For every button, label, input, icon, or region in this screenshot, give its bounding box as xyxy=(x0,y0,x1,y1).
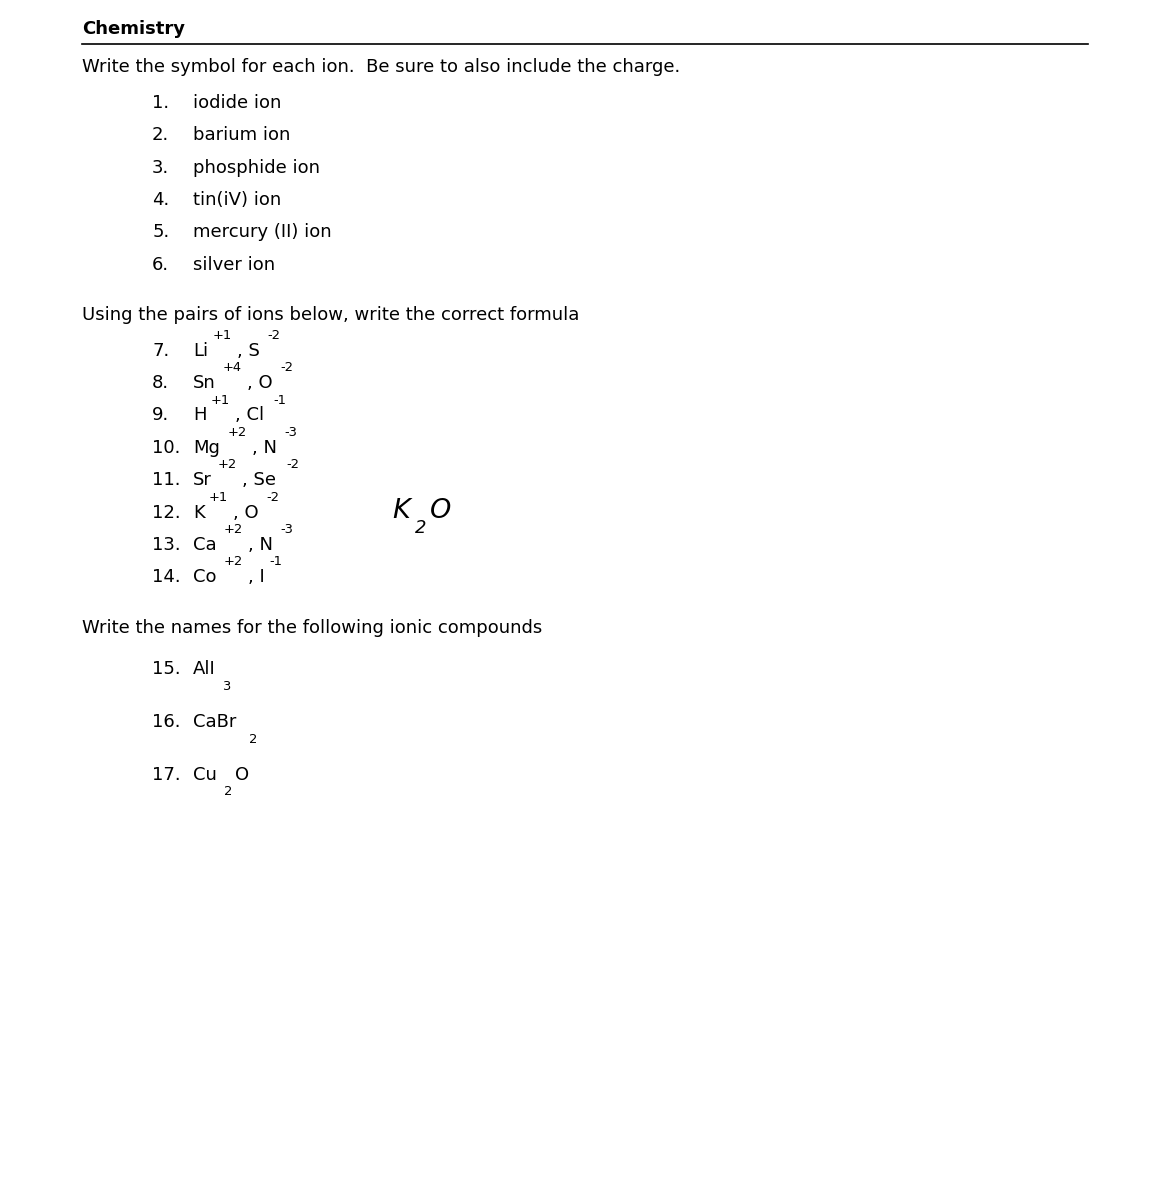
Text: O: O xyxy=(429,497,452,524)
Text: , O: , O xyxy=(247,374,273,392)
Text: 10.: 10. xyxy=(152,438,180,456)
Text: +2: +2 xyxy=(223,556,242,569)
Text: +2: +2 xyxy=(228,426,247,440)
Text: 16.: 16. xyxy=(152,713,180,731)
Text: silver ion: silver ion xyxy=(193,255,275,273)
Text: , N: , N xyxy=(253,438,277,456)
Text: 2.: 2. xyxy=(152,126,170,144)
Text: -2: -2 xyxy=(266,491,278,504)
Text: +2: +2 xyxy=(218,459,236,472)
Text: H: H xyxy=(193,406,207,424)
Text: 15.: 15. xyxy=(152,660,180,678)
Text: , Cl: , Cl xyxy=(235,406,264,424)
Text: 3.: 3. xyxy=(152,158,170,176)
Text: iodide ion: iodide ion xyxy=(193,93,282,111)
Text: 2: 2 xyxy=(415,519,426,537)
Text: 2: 2 xyxy=(249,733,257,746)
Text: +2: +2 xyxy=(223,524,242,537)
Text: 12.: 12. xyxy=(152,503,180,521)
Text: 2: 2 xyxy=(223,786,232,799)
Text: 5.: 5. xyxy=(152,223,170,241)
Text: , S: , S xyxy=(238,341,260,359)
Text: , N: , N xyxy=(248,536,274,553)
Text: -2: -2 xyxy=(267,329,280,343)
Text: +1: +1 xyxy=(211,394,229,407)
Text: +4: +4 xyxy=(222,362,241,375)
Text: -3: -3 xyxy=(281,524,294,537)
Text: 1.: 1. xyxy=(152,93,170,111)
Text: O: O xyxy=(234,766,249,783)
Text: , I: , I xyxy=(248,568,264,586)
Text: 14.: 14. xyxy=(152,568,180,586)
Text: 8.: 8. xyxy=(152,374,170,392)
Text: -1: -1 xyxy=(273,394,285,407)
Text: barium ion: barium ion xyxy=(193,126,290,144)
Text: 4.: 4. xyxy=(152,190,170,208)
Text: Mg: Mg xyxy=(193,438,220,456)
Text: Sn: Sn xyxy=(193,374,215,392)
Text: 6.: 6. xyxy=(152,255,170,273)
Text: 13.: 13. xyxy=(152,536,180,553)
Text: -2: -2 xyxy=(280,362,292,375)
Text: Write the symbol for each ion.  Be sure to also include the charge.: Write the symbol for each ion. Be sure t… xyxy=(82,58,680,75)
Text: 11.: 11. xyxy=(152,471,180,489)
Text: Li: Li xyxy=(193,341,208,359)
Text: Ca: Ca xyxy=(193,536,216,553)
Text: mercury (II) ion: mercury (II) ion xyxy=(193,223,331,241)
Text: Using the pairs of ions below, write the correct formula: Using the pairs of ions below, write the… xyxy=(82,305,579,323)
Text: K: K xyxy=(193,503,205,521)
Text: , Se: , Se xyxy=(242,471,276,489)
Text: , O: , O xyxy=(233,503,259,521)
Text: Cu: Cu xyxy=(193,766,216,783)
Text: Chemistry: Chemistry xyxy=(82,19,185,37)
Text: Write the names for the following ionic compounds: Write the names for the following ionic … xyxy=(82,618,542,636)
Text: tin(iV) ion: tin(iV) ion xyxy=(193,190,281,208)
Text: K: K xyxy=(392,497,410,524)
Text: -2: -2 xyxy=(285,459,298,472)
Text: 3: 3 xyxy=(222,680,230,694)
Text: +1: +1 xyxy=(213,329,232,343)
Text: CaBr: CaBr xyxy=(193,713,236,731)
Text: -1: -1 xyxy=(269,556,283,569)
Text: 9.: 9. xyxy=(152,406,170,424)
Text: 7.: 7. xyxy=(152,341,170,359)
Text: 17.: 17. xyxy=(152,766,180,783)
Text: Sr: Sr xyxy=(193,471,212,489)
Text: phosphide ion: phosphide ion xyxy=(193,158,321,176)
Text: +1: +1 xyxy=(208,491,227,504)
Text: Co: Co xyxy=(193,568,216,586)
Text: -3: -3 xyxy=(284,426,297,440)
Text: AlI: AlI xyxy=(193,660,215,678)
